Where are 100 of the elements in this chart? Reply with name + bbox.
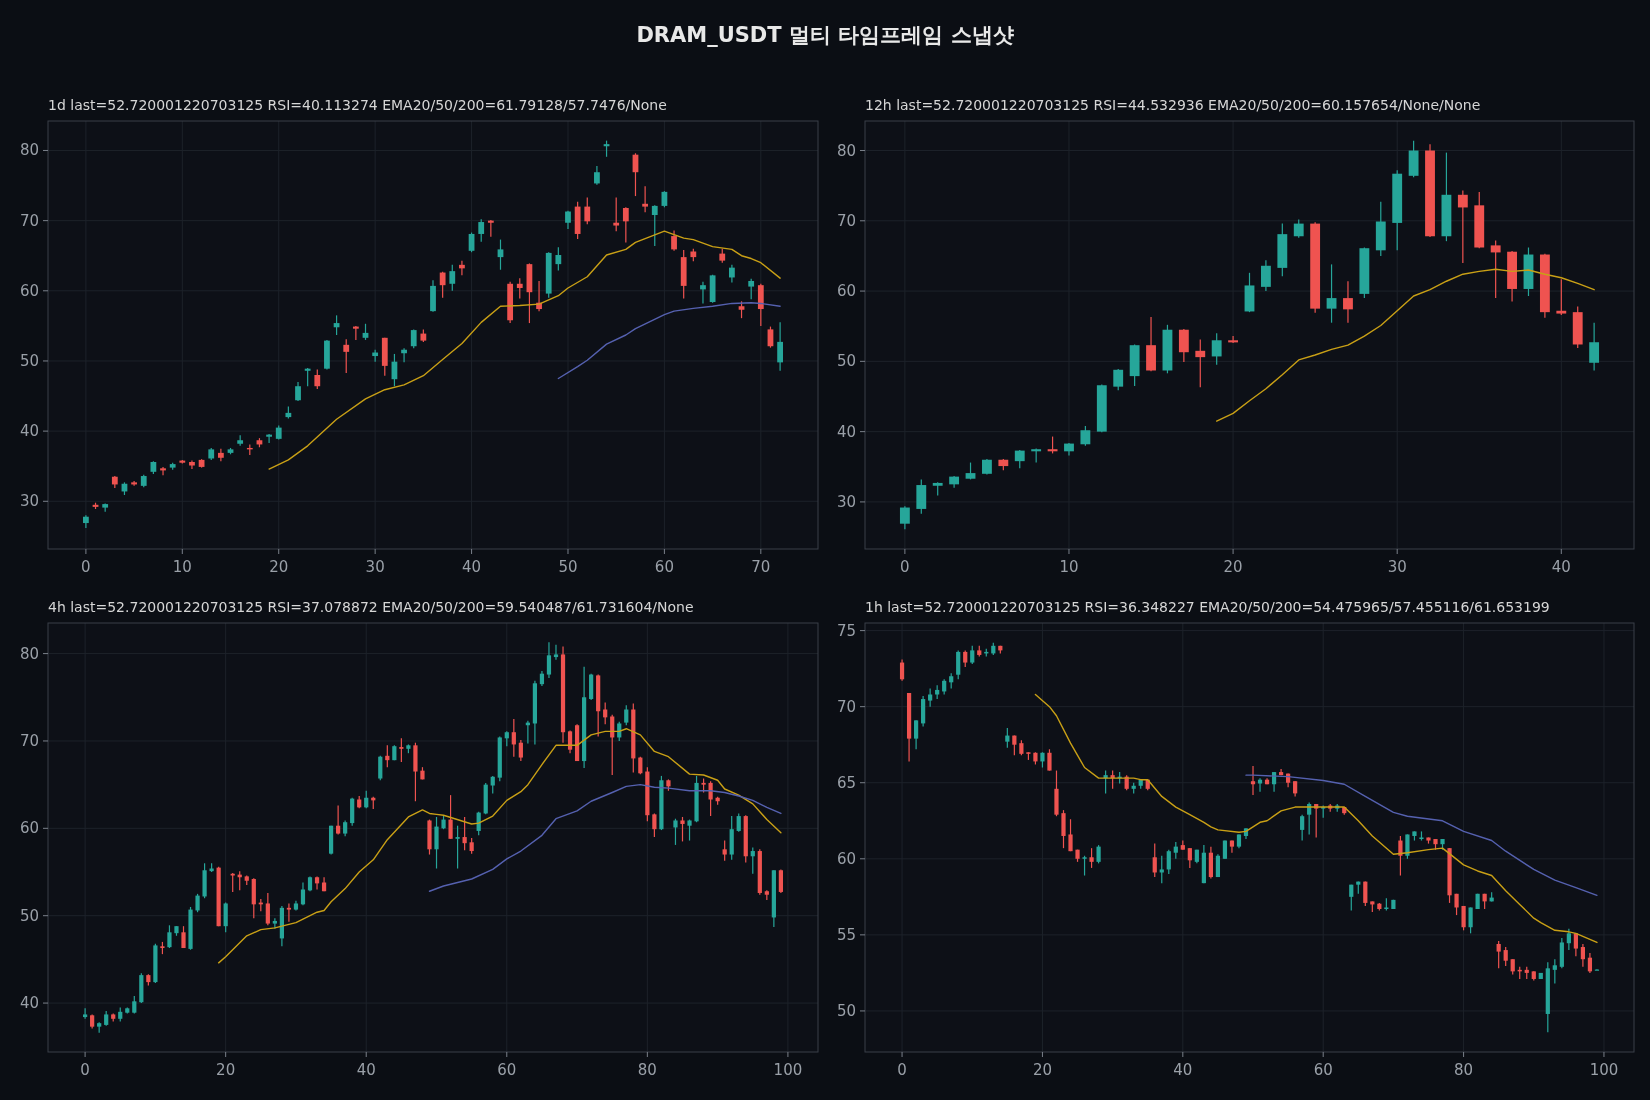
candlestick bbox=[1343, 280, 1353, 324]
candlestick bbox=[410, 328, 417, 349]
candlestick bbox=[750, 846, 755, 875]
candlestick bbox=[160, 466, 166, 476]
candlestick bbox=[565, 210, 571, 230]
candlestick bbox=[553, 644, 559, 661]
candlestick bbox=[1014, 449, 1025, 469]
chart-title: 1d last=52.720001220703125 RSI=40.113274 EMA20/50/200=61.79128/57.7476/None bbox=[48, 97, 667, 113]
candlestick bbox=[700, 281, 706, 305]
candlestick bbox=[516, 277, 523, 300]
y-tick-label: 60 bbox=[836, 282, 856, 301]
candlestick bbox=[487, 219, 494, 238]
candlestick bbox=[1552, 958, 1557, 985]
candlestick bbox=[1349, 884, 1354, 912]
y-tick-label: 80 bbox=[19, 141, 39, 160]
candlestick bbox=[622, 206, 629, 243]
chart-title: 4h last=52.720001220703125 RSI=37.078872 EMA20/50/200=59.540487/61.731604/None bbox=[48, 599, 694, 615]
candlestick bbox=[913, 719, 919, 750]
candlestick bbox=[459, 260, 465, 276]
candlestick bbox=[748, 278, 755, 300]
candlestick bbox=[1080, 425, 1091, 447]
candlestick bbox=[518, 739, 523, 762]
candlestick bbox=[462, 816, 467, 851]
candlestick bbox=[295, 381, 301, 402]
candlestick bbox=[1300, 814, 1305, 842]
candlestick bbox=[1159, 855, 1164, 884]
x-tick-label: 40 bbox=[462, 558, 482, 576]
candlestick bbox=[736, 812, 741, 833]
candlestick bbox=[1152, 842, 1157, 878]
candlestick bbox=[455, 825, 460, 870]
y-tick-label: 60 bbox=[19, 819, 39, 838]
candlestick bbox=[1293, 218, 1304, 239]
candlestick bbox=[343, 338, 350, 374]
candlestick bbox=[399, 737, 404, 763]
candlestick bbox=[673, 818, 678, 846]
x-tick-label: 20 bbox=[1032, 1061, 1052, 1079]
candlestick bbox=[1166, 849, 1171, 875]
candlestick bbox=[434, 816, 439, 870]
y-tick-label: 75 bbox=[836, 621, 856, 640]
candlestick bbox=[217, 448, 224, 462]
candlestick bbox=[1398, 835, 1403, 877]
y-tick-label: 50 bbox=[19, 906, 39, 925]
chart-title: 12h last=52.720001220703125 RSI=44.532936 EMA20/50/200=60.157654/None/None bbox=[865, 97, 1481, 113]
candlestick bbox=[230, 872, 235, 893]
line-series bbox=[1245, 774, 1598, 897]
candlestick bbox=[1082, 855, 1087, 877]
candlestick bbox=[651, 204, 658, 247]
candlestick bbox=[1490, 239, 1501, 299]
candlestick bbox=[610, 714, 615, 776]
candlestick bbox=[652, 812, 657, 838]
candlestick bbox=[680, 816, 685, 843]
candlestick bbox=[223, 901, 228, 933]
y-tick-label: 40 bbox=[19, 994, 39, 1013]
candlestick bbox=[478, 218, 485, 243]
y-tick-label: 65 bbox=[836, 773, 856, 792]
candlestick bbox=[1363, 881, 1368, 907]
y-tick-label: 80 bbox=[836, 141, 856, 160]
y-tick-label: 30 bbox=[836, 492, 856, 511]
line-series bbox=[557, 302, 781, 380]
candlestick bbox=[613, 196, 620, 232]
candlestick bbox=[1468, 906, 1473, 934]
candlestick bbox=[131, 480, 137, 487]
x-tick-label: 0 bbox=[80, 1061, 90, 1079]
candlestick bbox=[916, 478, 927, 515]
x-tick-label: 40 bbox=[1173, 1061, 1193, 1079]
candlestick bbox=[1061, 809, 1066, 849]
candlestick bbox=[1503, 946, 1508, 967]
candlestick bbox=[1096, 844, 1101, 864]
candlestick bbox=[928, 687, 933, 708]
candlestick bbox=[1178, 328, 1189, 363]
candlestick bbox=[304, 367, 311, 387]
x-tick-label: 30 bbox=[365, 558, 385, 576]
x-tick-label: 60 bbox=[654, 558, 674, 576]
x-tick-label: 100 bbox=[1589, 1061, 1619, 1079]
candlestick bbox=[1211, 332, 1222, 366]
y-tick-label: 30 bbox=[19, 492, 39, 511]
candlestick bbox=[266, 433, 272, 444]
candlestick bbox=[83, 1007, 88, 1020]
candlestick bbox=[372, 349, 379, 363]
y-tick-label: 80 bbox=[19, 644, 39, 663]
x-tick-label: 40 bbox=[1551, 558, 1571, 576]
candlestick bbox=[1047, 748, 1052, 772]
candlestick bbox=[1405, 833, 1410, 860]
candlestick bbox=[314, 368, 321, 390]
candlestick bbox=[671, 229, 677, 252]
y-tick-label: 50 bbox=[836, 1001, 856, 1020]
x-tick-label: 0 bbox=[81, 558, 91, 576]
candlestick bbox=[1068, 818, 1073, 852]
x-tick-label: 20 bbox=[1223, 558, 1243, 576]
candlestick bbox=[439, 271, 446, 299]
candlestick bbox=[567, 729, 573, 754]
candlestick bbox=[1566, 928, 1571, 951]
candlestick bbox=[352, 325, 359, 341]
candlestick bbox=[300, 881, 306, 906]
candlestick bbox=[265, 892, 270, 926]
candlestick bbox=[272, 917, 277, 930]
candlestick bbox=[555, 246, 562, 272]
y-tick-label: 50 bbox=[19, 351, 39, 370]
y-tick-label: 70 bbox=[19, 731, 39, 750]
candlestick bbox=[603, 701, 608, 725]
